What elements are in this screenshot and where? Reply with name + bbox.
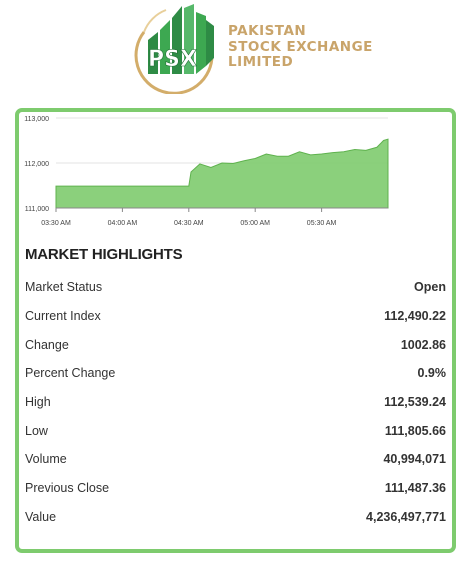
stat-row-market-status: Market Status Open [25,273,446,302]
stat-row-change: Change 1002.86 [25,330,446,359]
stat-value: 0.9% [417,366,447,381]
stat-value: 112,539.24 [384,395,446,410]
stat-value: Open [414,280,446,295]
market-card: 113,000 112,000 111,000 03:30 AM 04:00 AM 04:… [15,108,456,553]
stat-row-high: High 112,539.24 [25,388,446,417]
section-title: MARKET HIGHLIGHTS [25,246,183,263]
stat-row-previous-close: Previous Close 111,487.36 [25,474,446,503]
index-chart[interactable]: 113,000 112,000 111,000 03:30 AM 04:00 AM 04:… [19,112,452,242]
index-chart-svg: 113,000 112,000 111,000 03:30 AM 04:00 AM 04:… [24,116,389,227]
x-tick-label: 05:00 AM [240,220,270,227]
stat-row-percent-change: Percent Change 0.9% [25,359,446,388]
stat-label: High [25,395,51,410]
stat-row-current-index: Current Index 112,490.22 [25,302,446,331]
stat-value: 4,236,497,771 [366,509,446,524]
x-tick-label: 05:30 AM [307,220,337,227]
stat-value: 112,490.22 [384,309,446,324]
stat-label: Volume [25,452,67,467]
stat-row-value: Value 4,236,497,771 [25,503,446,532]
y-tick-label: 113,000 [24,116,49,123]
highlights-table: Market Status Open Current Index 112,490… [25,273,446,531]
x-tick-label: 04:30 AM [174,220,204,227]
stat-value: 40,994,071 [383,452,446,467]
brand-line: STOCK EXCHANGE [228,38,373,55]
stat-value: 111,805.66 [384,423,446,438]
brand-line: PAKISTAN [228,23,307,39]
y-tick-label: 112,000 [24,161,49,168]
stat-value: 111,487.36 [384,481,446,496]
index-area [55,138,389,209]
psx-logo-icon: PSX [134,4,214,95]
y-tick-label: 111,000 [25,206,49,213]
brand-name: PAKISTAN STOCK EXCHANGE LIMITED [228,23,373,71]
header: PSX PAKISTAN STOCK EXCHANGE LIMITED [0,0,472,100]
stat-label: Low [25,423,48,438]
psx-logo[interactable]: PSX [126,2,226,95]
brand-line: LIMITED [228,54,294,70]
stat-value: 1002.86 [400,337,446,352]
stat-label: Change [25,337,69,352]
x-tick-label: 03:30 AM [41,220,71,227]
stat-label: Market Status [25,280,103,295]
x-tick-label: 04:00 AM [108,220,138,227]
logo-text: PSX [148,47,197,72]
stat-label: Current Index [25,309,101,324]
stat-label: Previous Close [25,481,110,496]
stat-row-low: Low 111,805.66 [25,416,446,445]
stat-label: Value [25,509,57,524]
stat-row-volume: Volume 40,994,071 [25,445,446,474]
stat-label: Percent Change [25,366,116,381]
